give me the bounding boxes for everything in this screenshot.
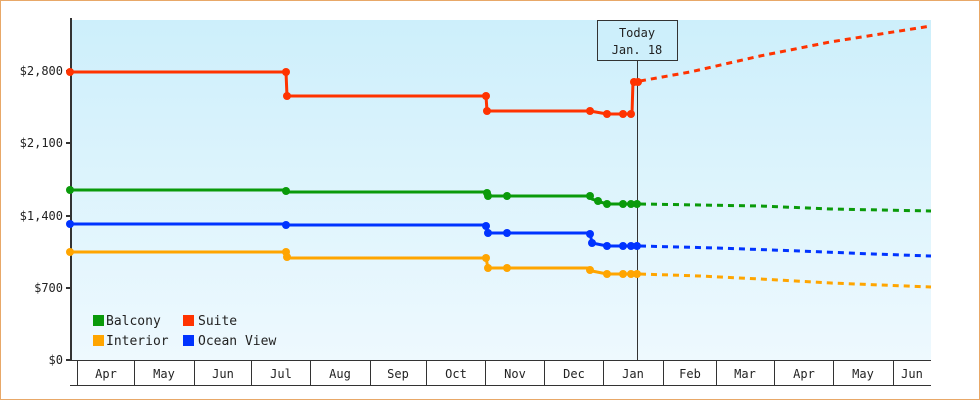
x-tick-label: May [852, 367, 874, 381]
y-tick-label: $2,100 [20, 136, 63, 150]
legend: Balcony Suite Interior Ocean View [93, 314, 276, 349]
x-tick-label: Dec [563, 367, 585, 381]
legend-label-interior: Interior [106, 334, 169, 349]
legend-swatch-interior [93, 335, 104, 346]
legend-label-balcony: Balcony [106, 314, 161, 329]
x-tick-label: Feb [679, 367, 701, 381]
series-balcony [66, 186, 932, 213]
x-tick-label: Nov [504, 367, 526, 381]
y-tick-label: $2,800 [20, 64, 63, 78]
x-tick-label: Mar [734, 367, 756, 381]
legend-swatch-ocean-view [183, 335, 194, 346]
x-tick-label: Oct [445, 367, 467, 381]
series-interior [66, 248, 932, 289]
x-tick-label: Apr [95, 367, 117, 381]
series-ocean-view [66, 220, 932, 258]
x-tick-label: Jun [212, 367, 234, 381]
y-tick-label: $0 [49, 353, 63, 367]
x-tick-label: May [153, 367, 175, 381]
legend-label-suite: Suite [198, 314, 237, 329]
y-tick-label: $700 [34, 281, 63, 295]
x-axis [70, 360, 931, 386]
today-date: Jan. 18 [612, 43, 663, 57]
y-tick-label: $1,400 [20, 209, 63, 223]
today-label: Today [619, 26, 655, 40]
legend-label-ocean-view: Ocean View [198, 334, 276, 349]
legend-swatch-suite [183, 315, 194, 326]
today-marker-box [597, 20, 678, 61]
legend-swatch-balcony [93, 315, 104, 326]
series-suite [66, 24, 932, 118]
x-tick-label: Jun [901, 367, 923, 381]
x-tick-label: Jan [622, 367, 644, 381]
x-tick-label: Aug [329, 367, 351, 381]
x-tick-label: Sep [387, 367, 409, 381]
x-tick-label: Jul [270, 367, 292, 381]
x-tick-label: Apr [793, 367, 815, 381]
